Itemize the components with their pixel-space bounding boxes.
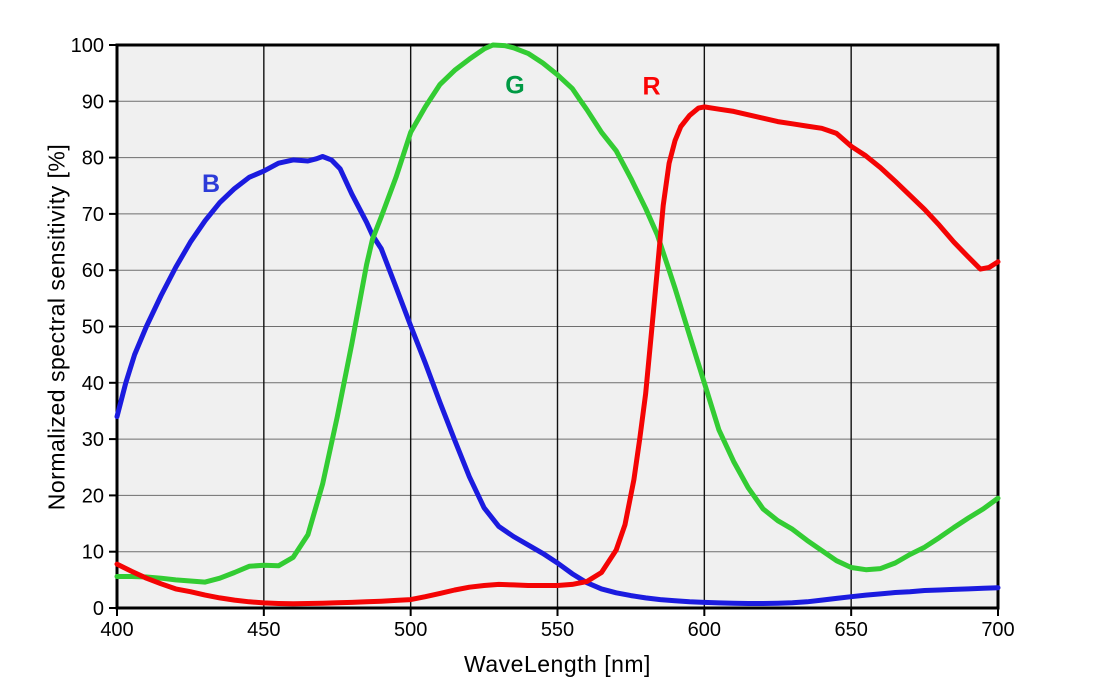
y-tick-label: 90	[82, 91, 104, 113]
x-tick-label: 450	[247, 619, 280, 641]
plot-border	[115, 43, 1000, 610]
curve-B	[114, 154, 1001, 606]
curve-G	[114, 42, 1001, 585]
y-axis-title: Normalized spectral sensitivity [%]	[43, 143, 70, 511]
y-tick-label: 20	[82, 485, 104, 507]
y-tick-label: 60	[82, 260, 104, 282]
curve-label-B: B	[202, 170, 220, 198]
curve-label-R: R	[642, 73, 660, 101]
y-tick-label: 80	[82, 148, 104, 170]
x-tick-label: 700	[981, 619, 1014, 641]
curve-label-G: G	[505, 71, 524, 99]
x-tick-label: 400	[100, 619, 133, 641]
y-tick-label: 40	[82, 373, 104, 395]
y-tick-label: 50	[82, 317, 104, 339]
x-tick-label: 600	[688, 619, 721, 641]
y-tick-label: 70	[82, 204, 104, 226]
curve-R	[114, 104, 1001, 607]
y-tick-label: 30	[82, 429, 104, 451]
y-tick-label: 100	[71, 35, 104, 57]
x-tick-label: 650	[834, 619, 867, 641]
x-axis-title: WaveLength [nm]	[464, 651, 651, 677]
x-tick-label: 550	[541, 619, 574, 641]
y-tick-label: 10	[82, 542, 104, 564]
y-tick-label: 0	[93, 598, 104, 620]
x-tick-label: 500	[394, 619, 427, 641]
